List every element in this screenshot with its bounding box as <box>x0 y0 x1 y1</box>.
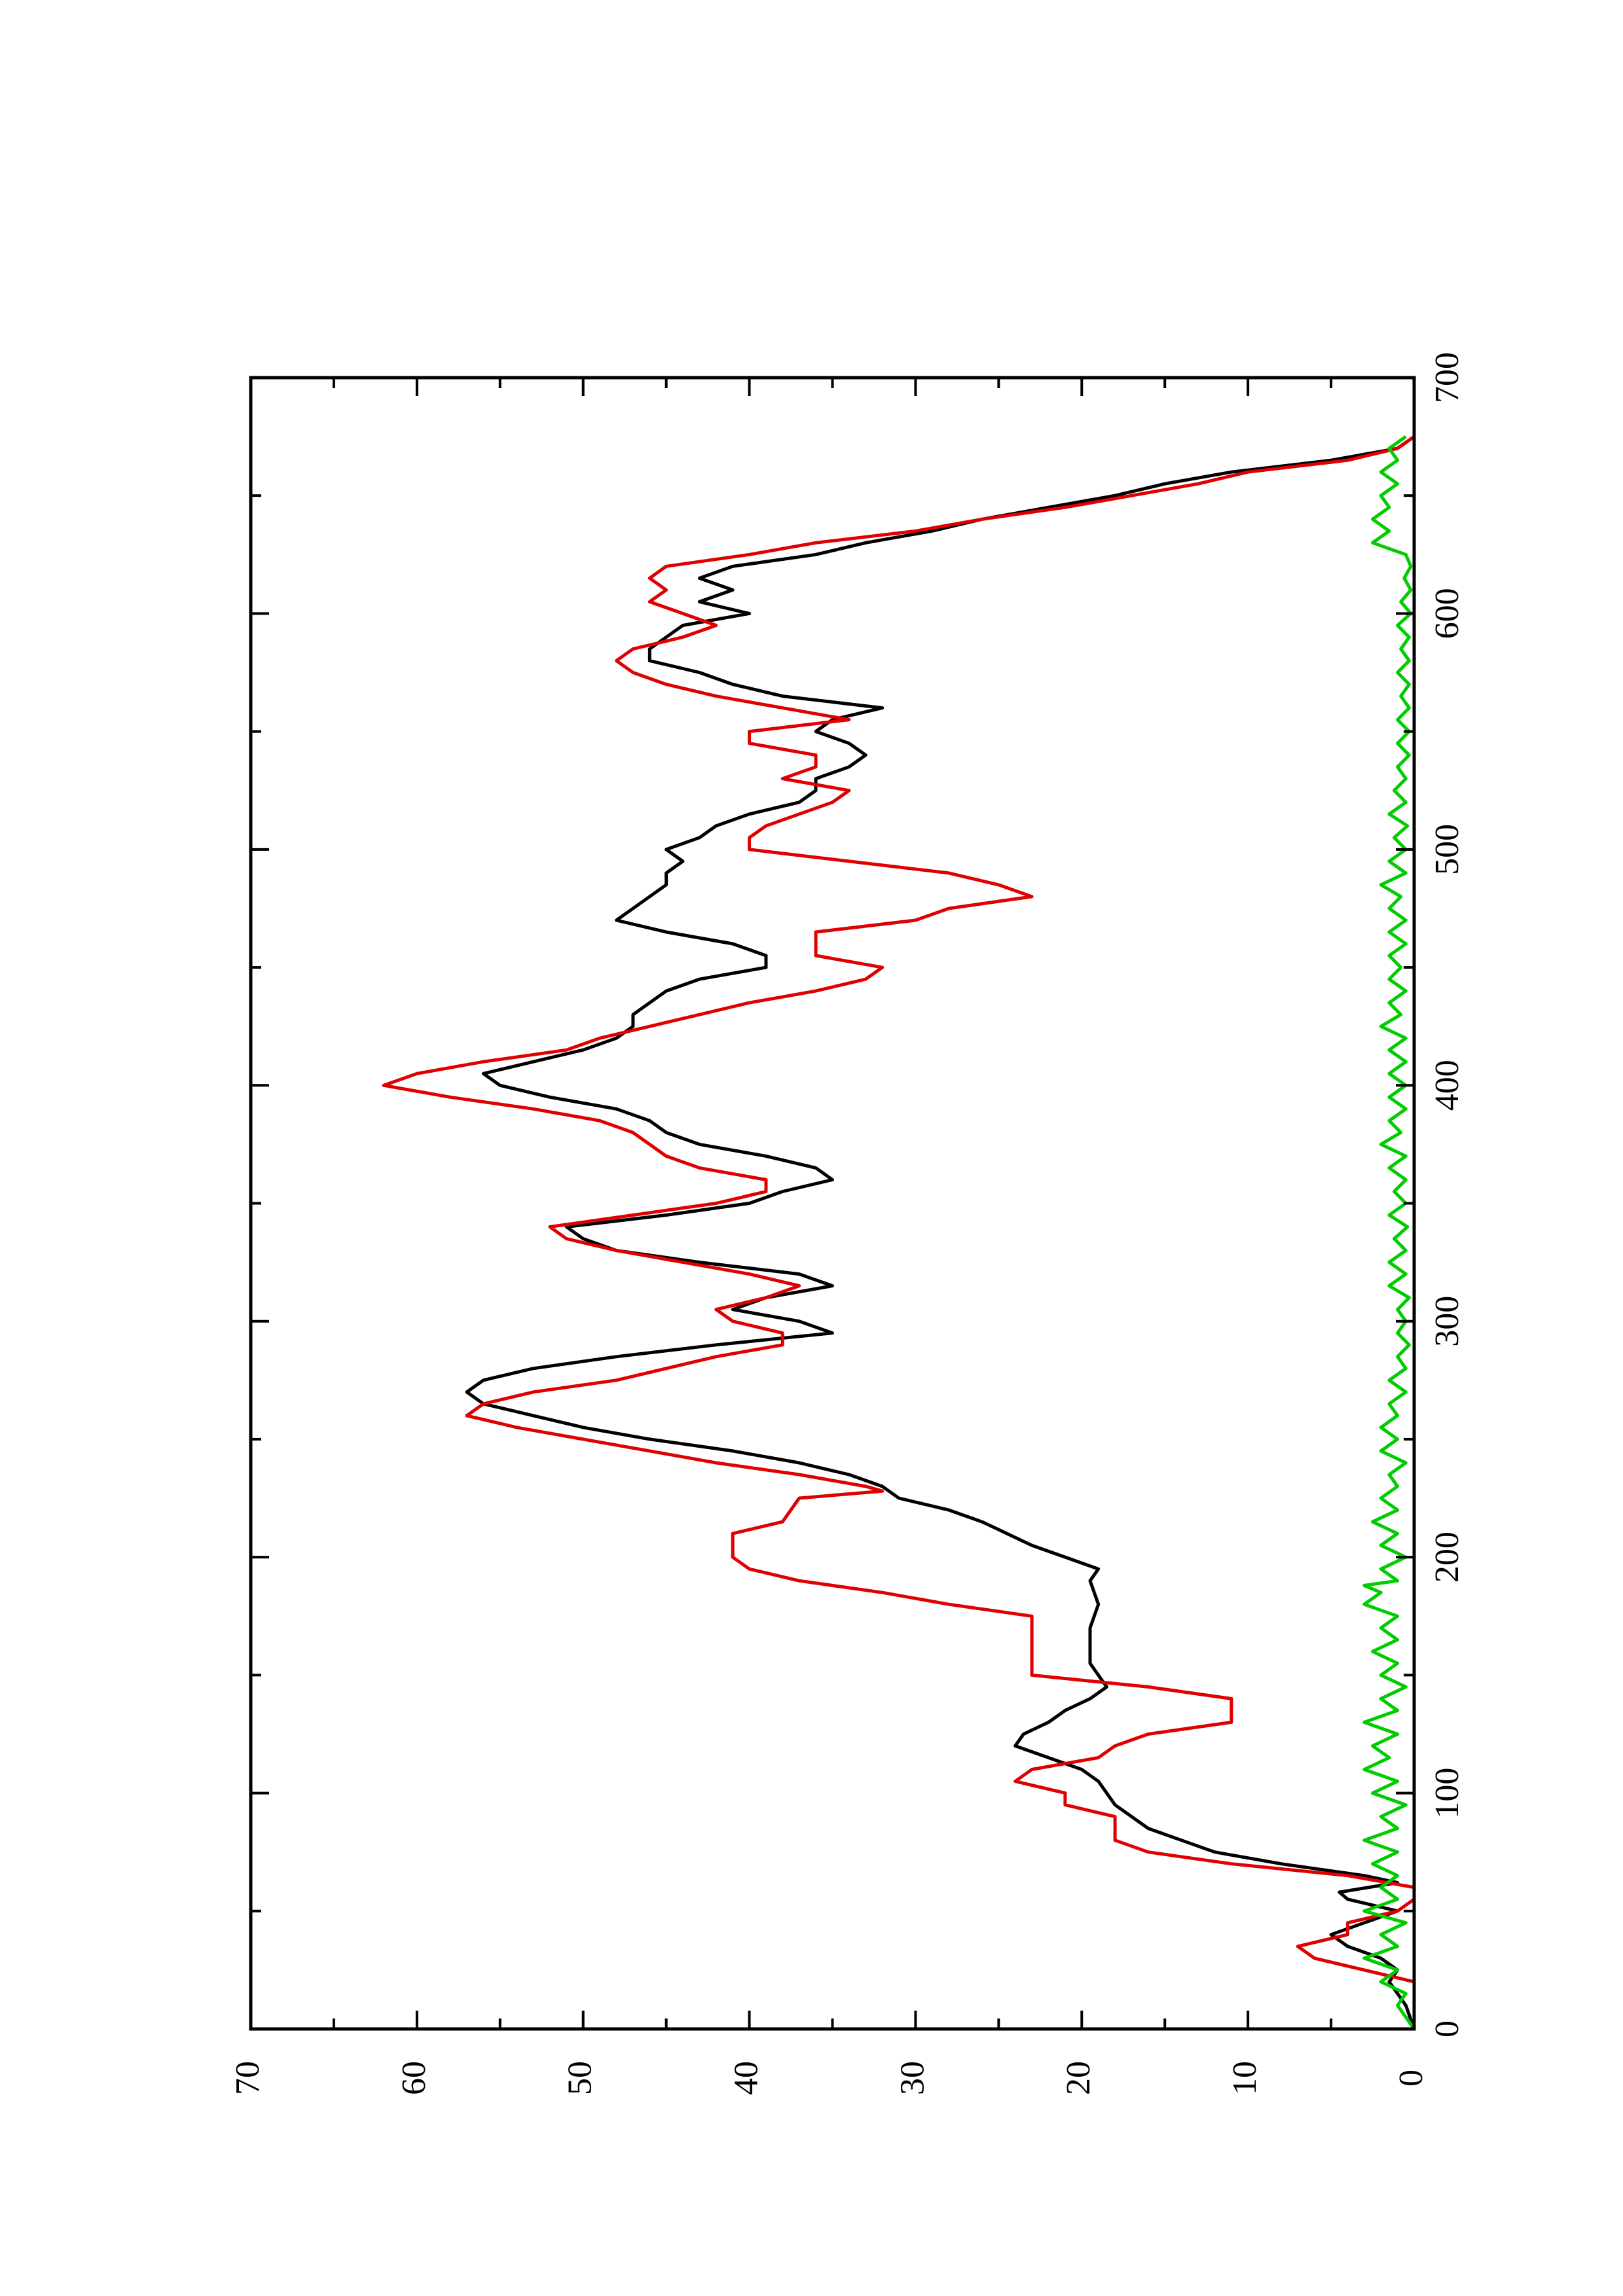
y-tick-label: 60 <box>395 2061 433 2095</box>
y-tick-label: 70 <box>229 2061 266 2095</box>
x-tick-label: 100 <box>1429 1768 1466 1819</box>
series-line-1 <box>465 435 1416 2030</box>
y-tick-label: 30 <box>894 2061 931 2095</box>
series-line-3 <box>1362 435 1416 2030</box>
x-tick-label: 300 <box>1429 1296 1466 1347</box>
x-tick-label: 0 <box>1429 2020 1466 2037</box>
series-line-2 <box>382 435 1416 2029</box>
y-tick-label: 10 <box>1226 2061 1264 2095</box>
x-tick-label: 700 <box>1429 352 1466 403</box>
y-tick-label: 0 <box>1393 2070 1430 2087</box>
y-tick-label: 20 <box>1060 2061 1097 2095</box>
x-tick-label: 400 <box>1429 1060 1466 1111</box>
y-tick-label: 40 <box>728 2061 765 2095</box>
x-tick-label: 200 <box>1429 1532 1466 1583</box>
x-tick-label: 500 <box>1429 824 1466 875</box>
plot-frame <box>249 376 1416 2031</box>
y-tick-label: 50 <box>562 2061 599 2095</box>
x-tick-label: 600 <box>1429 588 1466 639</box>
